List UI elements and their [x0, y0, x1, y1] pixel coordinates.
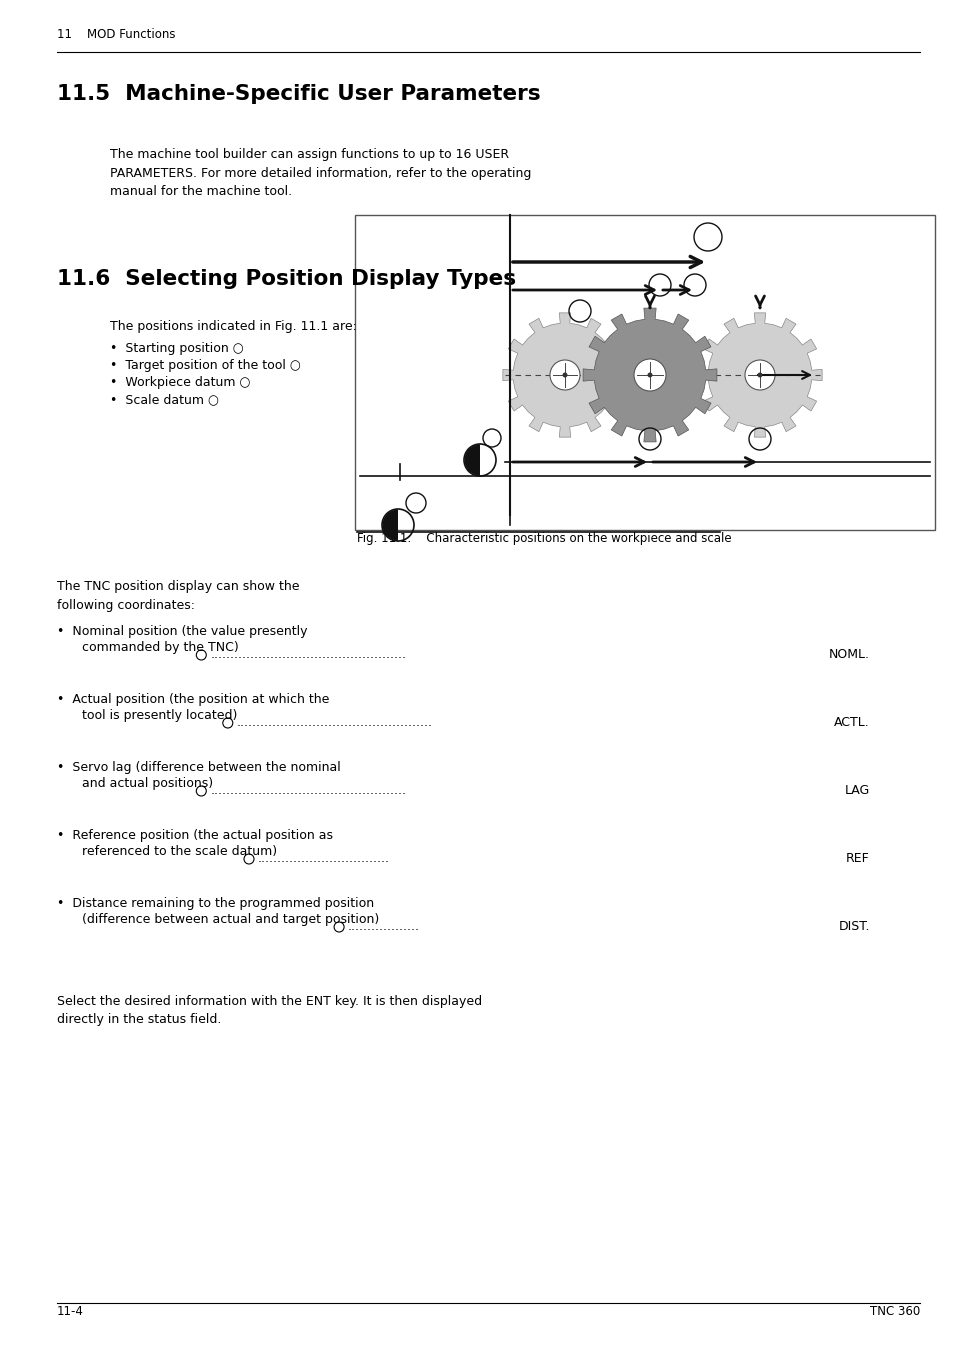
Text: •  Reference position (the actual position as: • Reference position (the actual positio…	[57, 830, 333, 842]
Text: •  Distance remaining to the programmed position: • Distance remaining to the programmed p…	[57, 897, 374, 911]
Bar	[355, 215, 934, 530]
Circle shape	[634, 359, 665, 390]
Text: LAG: LAG	[843, 785, 869, 797]
Text: 11    MOD Functions: 11 MOD Functions	[57, 28, 175, 41]
Text: 11-4: 11-4	[57, 1305, 84, 1319]
Text: REF: REF	[845, 852, 869, 866]
Circle shape	[550, 359, 579, 390]
Text: The machine tool builder can assign functions to up to 16 USER
PARAMETERS. For m: The machine tool builder can assign func…	[110, 149, 531, 199]
Text: tool is presently located): tool is presently located)	[82, 709, 237, 721]
Wedge shape	[464, 444, 479, 476]
Text: The positions indicated in Fig. 11.1 are:: The positions indicated in Fig. 11.1 are…	[110, 320, 356, 332]
Text: referenced to the scale datum): referenced to the scale datum)	[82, 844, 276, 858]
Text: Select the desired information with the ENT key. It is then displayed
directly i: Select the desired information with the …	[57, 994, 481, 1027]
Text: 11.6  Selecting Position Display Types: 11.6 Selecting Position Display Types	[57, 269, 516, 289]
Text: (difference between actual and target position): (difference between actual and target po…	[82, 913, 379, 925]
Text: and actual positions): and actual positions)	[82, 777, 213, 790]
Text: .................................................: ........................................…	[210, 648, 406, 662]
Text: .................................................: ........................................…	[236, 716, 433, 730]
Text: The TNC position display can show the
following coordinates:: The TNC position display can show the fo…	[57, 580, 299, 612]
Text: •  Scale datum ○: • Scale datum ○	[110, 393, 218, 407]
Text: •  Workpiece datum ○: • Workpiece datum ○	[110, 376, 250, 389]
Text: .................................: .................................	[257, 852, 390, 866]
Text: ..................: ..................	[348, 920, 419, 934]
Text: commanded by the TNC): commanded by the TNC)	[82, 640, 238, 654]
Polygon shape	[502, 313, 626, 438]
Circle shape	[757, 373, 761, 377]
Wedge shape	[382, 509, 397, 540]
Text: DIST.: DIST.	[838, 920, 869, 934]
Circle shape	[562, 373, 567, 377]
Circle shape	[647, 373, 652, 377]
Text: •  Servo lag (difference between the nominal: • Servo lag (difference between the nomi…	[57, 761, 340, 774]
Text: •  Nominal position (the value presently: • Nominal position (the value presently	[57, 626, 307, 638]
Circle shape	[744, 359, 774, 390]
Text: .................................................: ........................................…	[210, 785, 406, 797]
Text: TNC 360: TNC 360	[869, 1305, 919, 1319]
Text: ACTL.: ACTL.	[833, 716, 869, 730]
Text: •  Target position of the tool ○: • Target position of the tool ○	[110, 359, 300, 372]
Text: NOML.: NOML.	[828, 648, 869, 662]
Polygon shape	[698, 313, 821, 438]
Text: 11.5  Machine-Specific User Parameters: 11.5 Machine-Specific User Parameters	[57, 84, 540, 104]
Text: Fig. 11.1:    Characteristic positions on the workpiece and scale: Fig. 11.1: Characteristic positions on t…	[356, 532, 731, 544]
Text: •  Starting position ○: • Starting position ○	[110, 342, 243, 355]
Polygon shape	[582, 308, 716, 442]
Text: •  Actual position (the position at which the: • Actual position (the position at which…	[57, 693, 329, 707]
